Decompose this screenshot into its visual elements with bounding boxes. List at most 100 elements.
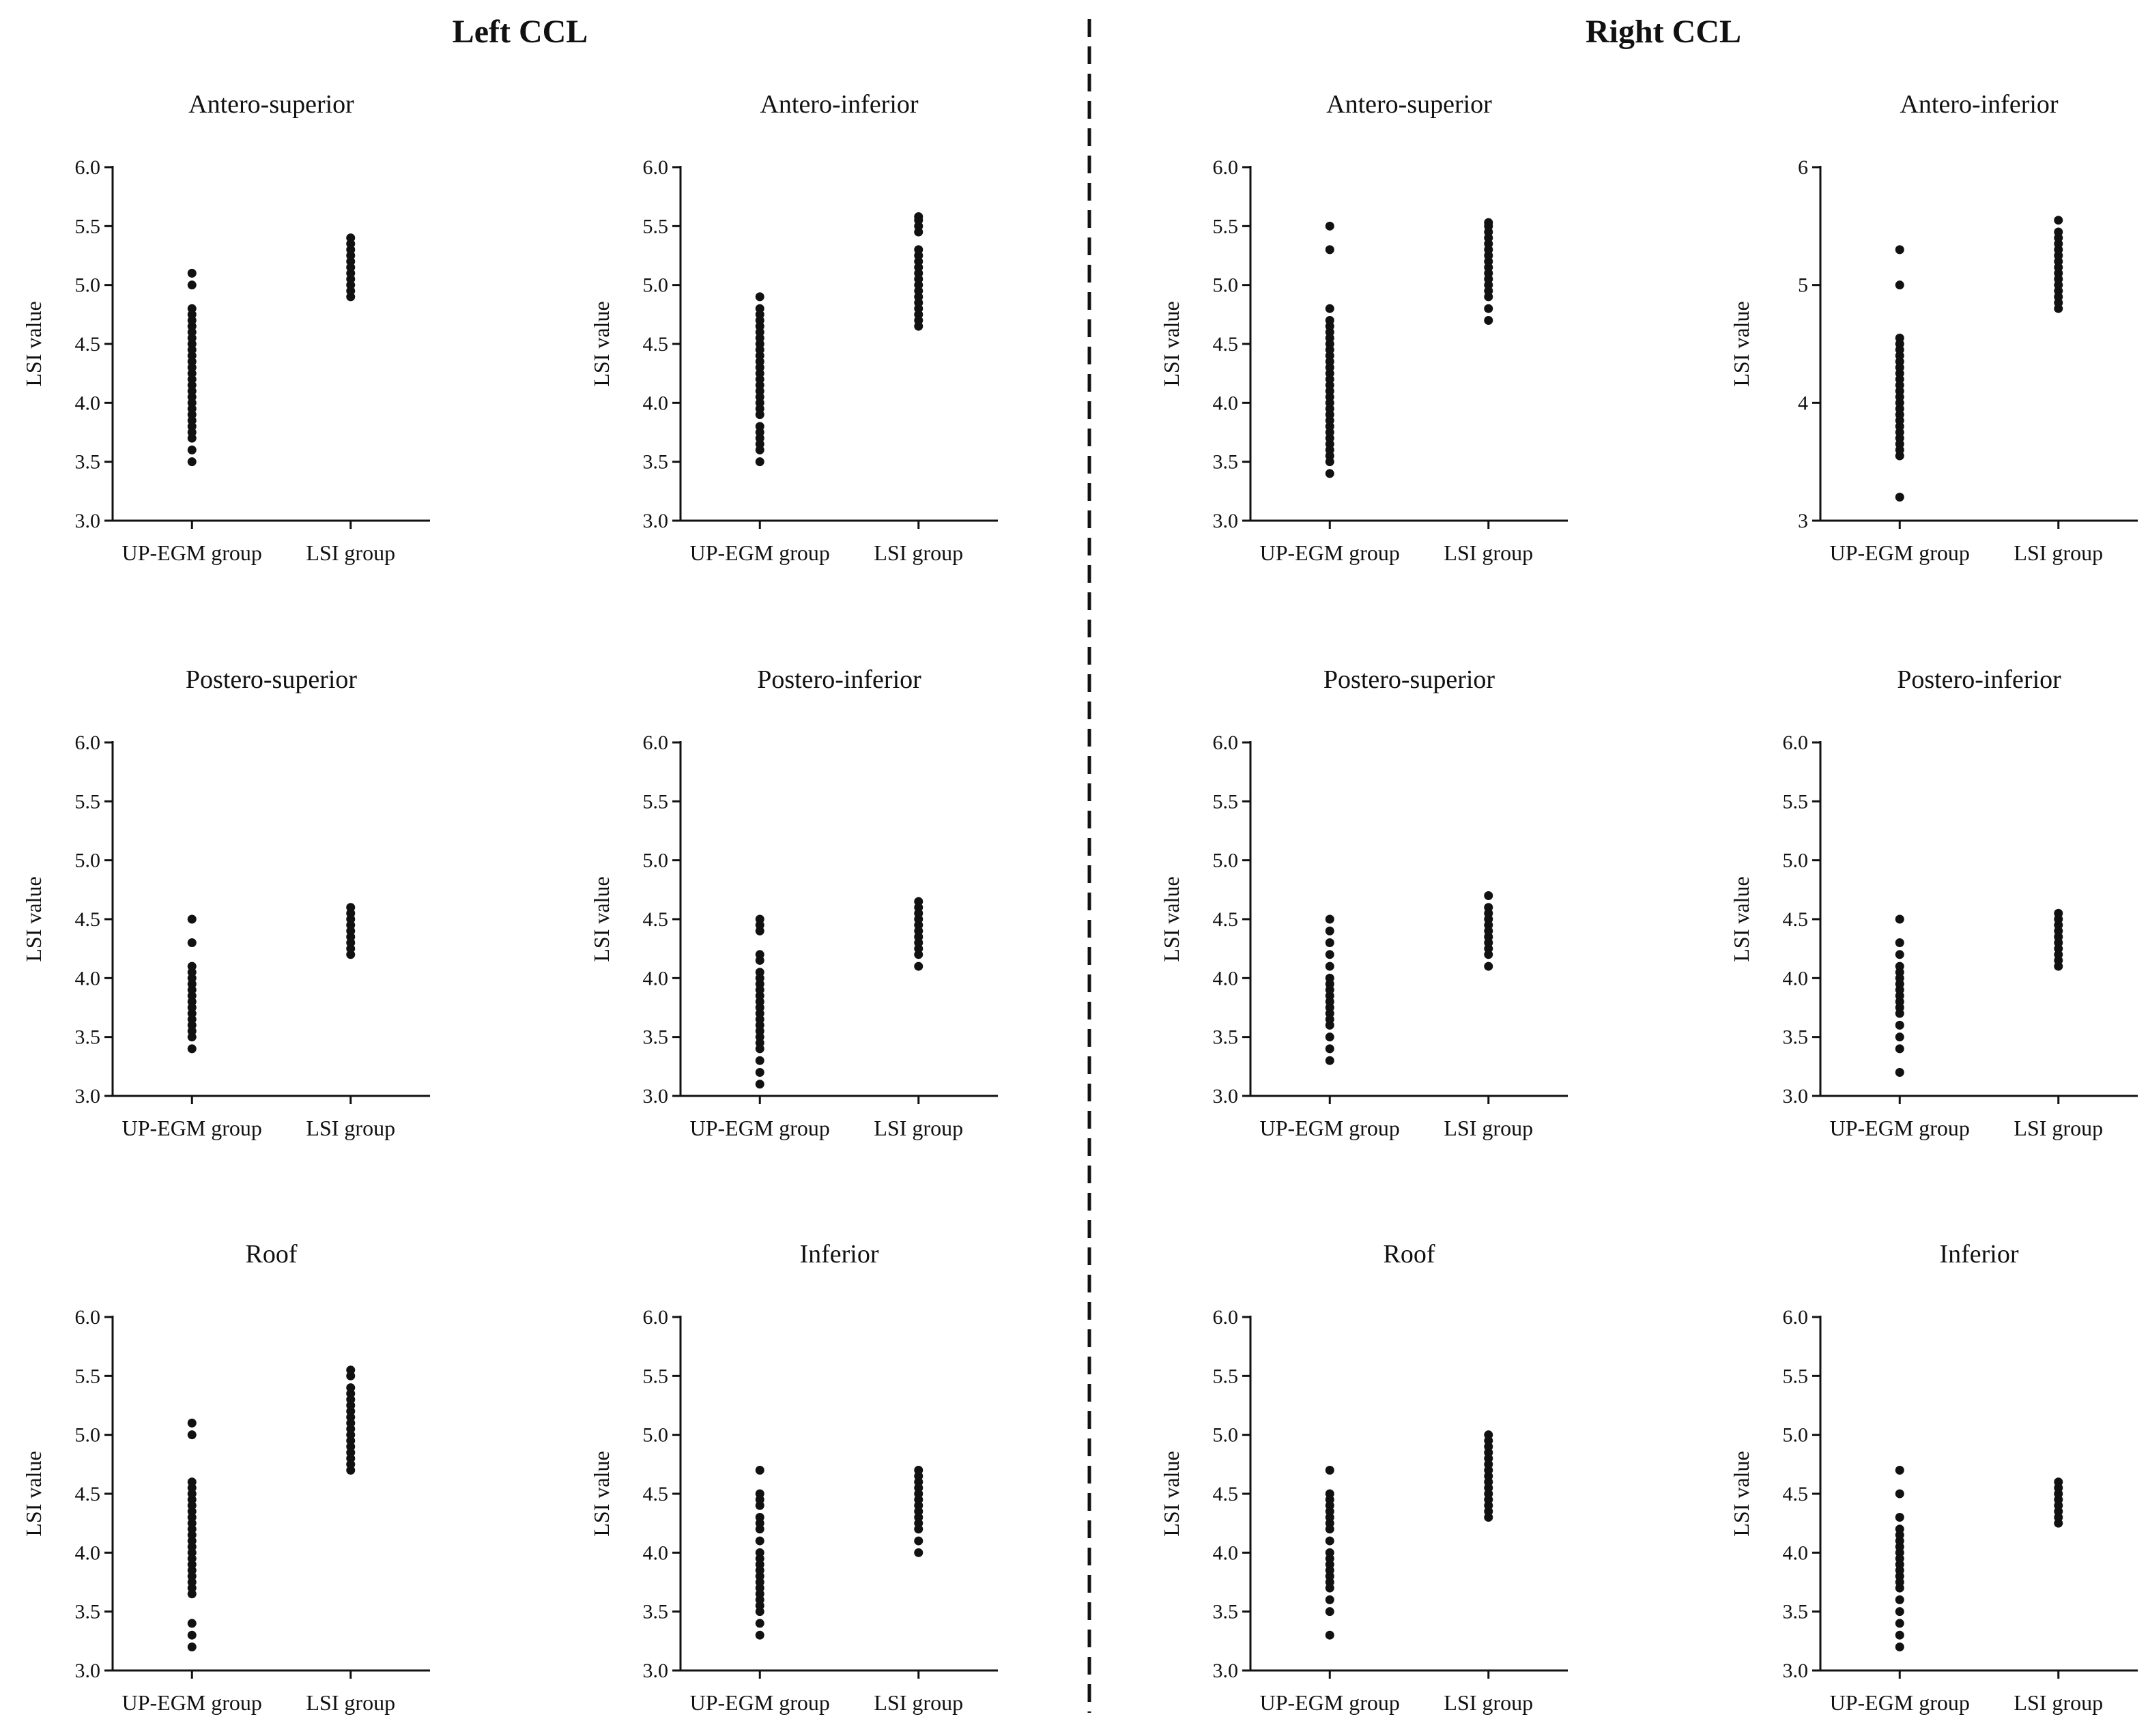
panel-left-ccl-antero-superior-up-egm-group-point [187, 280, 197, 290]
panel-left-ccl-postero-inferior-up-egm-group-point [755, 968, 764, 977]
panel-left-ccl-antero-inferior-y-tick-label: 4.5 [643, 333, 669, 356]
panel-left-ccl-postero-superior-y-tick-label: 6.0 [75, 732, 101, 754]
panel-left-ccl-postero-inferior-up-egm-group-point [755, 1056, 764, 1065]
panel-left-ccl-postero-inferior-y-tick-label: 5.0 [643, 850, 669, 872]
panel-right-ccl-roof-up-egm-group-point [1325, 1489, 1334, 1499]
panel-right-ccl-antero-superior-up-egm-group-point [1325, 315, 1334, 325]
panel-right-ccl-antero-superior-up-egm-group-point [1325, 304, 1334, 313]
panel-left-ccl-antero-superior-up-egm-group-point [187, 457, 197, 467]
panel-right-ccl-postero-inferior-up-egm-group-point [1895, 1020, 1904, 1030]
panel-right-ccl-postero-inferior-x-tick-label: UP-EGM group [1830, 1116, 1970, 1140]
panel-left-ccl-inferior-lsi-group-point [914, 1548, 923, 1557]
panel-right-ccl-roof-up-egm-group-point [1325, 1548, 1334, 1557]
panel-left-ccl-inferior-title: Inferior [799, 1240, 878, 1269]
panel-left-ccl-antero-inferior-y-tick-label: 4.0 [643, 392, 669, 414]
panel-right-ccl-inferior-up-egm-group-point [1895, 1642, 1904, 1651]
panel-right-ccl-antero-superior-y-tick-label: 4.5 [1213, 333, 1239, 356]
panel-right-ccl-inferior-x-tick-label: UP-EGM group [1830, 1690, 1970, 1715]
panel-right-ccl-antero-superior-y-tick-label: 5.0 [1213, 274, 1239, 297]
panel-right-ccl-roof-up-egm-group-point [1325, 1630, 1334, 1640]
panel-left-ccl-inferior-up-egm-group-point [755, 1548, 764, 1557]
panel-right-ccl-inferior-y-tick-label: 6.0 [1783, 1306, 1809, 1329]
panel-left-ccl-postero-inferior-x-tick-label: LSI group [874, 1116, 963, 1140]
panel-right-ccl-postero-superior-up-egm-group-point [1325, 961, 1334, 971]
panel-right-ccl-roof-up-egm-group-point [1325, 1536, 1334, 1546]
panel-right-ccl-antero-superior-title: Antero-superior [1326, 90, 1492, 119]
panel-left-ccl-antero-inferior-y-tick-label: 5.0 [643, 274, 669, 297]
panel-right-ccl-postero-superior-lsi-group-point [1484, 891, 1493, 900]
section-title-right: Right CCL [1586, 14, 1741, 50]
panel-right-ccl-inferior-y-tick-label: 5.5 [1783, 1365, 1809, 1387]
panel-right-ccl-postero-superior-y-axis-label: LSI value [1159, 876, 1184, 961]
panel-right-ccl-antero-superior-y-tick-label: 4.0 [1213, 392, 1239, 414]
panel-right-ccl-postero-superior-x-tick-label: LSI group [1444, 1116, 1533, 1140]
panel-right-ccl-postero-superior-y-tick-label: 5.5 [1213, 790, 1239, 813]
panel-left-ccl-antero-inferior: Antero-inferior 3.0 3.5 4.0 4.5 5.0 5.5 6.0 LSI … [589, 90, 998, 565]
panel-left-ccl-roof-y-tick-label: 5.0 [75, 1424, 101, 1447]
panel-right-ccl-antero-superior-lsi-group-point [1484, 304, 1493, 313]
panel-right-ccl-roof-y-tick-label: 4.5 [1213, 1483, 1239, 1505]
panel-right-ccl-roof-y-tick-label: 3.0 [1213, 1660, 1239, 1682]
panel-right-ccl-roof-up-egm-group-point [1325, 1465, 1334, 1475]
panel-right-ccl-antero-superior-y-tick-label: 3.0 [1213, 510, 1239, 532]
panel-right-ccl-postero-inferior-lsi-group-point [2054, 908, 2063, 918]
panel-left-ccl-postero-superior-y-axis-label: LSI value [21, 876, 46, 961]
panel-right-ccl-roof-y-tick-label: 5.5 [1213, 1365, 1239, 1387]
panel-left-ccl-roof-title: Roof [246, 1240, 298, 1269]
panel-left-ccl-roof: Roof 3.0 3.5 4.0 4.5 5.0 5.5 6.0 LSI value UP-EGM… [21, 1240, 430, 1715]
panel-right-ccl-roof-x-tick-label: UP-EGM group [1260, 1690, 1400, 1715]
panel-left-ccl-roof-up-egm-group-point [187, 1477, 197, 1487]
panel-left-ccl-antero-superior-up-egm-group-point [187, 304, 197, 313]
panel-left-ccl-postero-superior: Postero-superior 3.0 3.5 4.0 4.5 5.0 5.5 6.0 LSI… [21, 665, 430, 1140]
panel-left-ccl-roof-y-tick-label: 4.0 [75, 1542, 101, 1564]
panel-right-ccl-antero-inferior-title: Antero-inferior [1900, 90, 2058, 119]
panel-right-ccl-antero-inferior-x-tick-label: LSI group [2014, 540, 2103, 565]
panel-right-ccl-inferior-up-egm-group-point [1895, 1595, 1904, 1604]
panel-right-ccl-postero-inferior-up-egm-group-point [1895, 1044, 1904, 1054]
panel-left-ccl-roof-up-egm-group-point [187, 1430, 197, 1440]
panel-left-ccl-postero-inferior-x-tick-label: UP-EGM group [690, 1116, 830, 1140]
panel-left-ccl-postero-inferior-y-tick-label: 4.5 [643, 908, 669, 931]
panel-right-ccl-postero-inferior-y-tick-label: 6.0 [1783, 732, 1809, 754]
panel-left-ccl-roof-x-tick-label: LSI group [306, 1690, 395, 1715]
panel-left-ccl-roof-x-tick-label: UP-EGM group [122, 1690, 262, 1715]
panel-left-ccl-antero-superior: Antero-superior 3.0 3.5 4.0 4.5 5.0 5.5 6.0 LSI … [21, 90, 430, 565]
panel-right-ccl-postero-superior-up-egm-group-point [1325, 926, 1334, 936]
panel-left-ccl-antero-superior-x-tick-label: UP-EGM group [122, 540, 262, 565]
panel-right-ccl-inferior-up-egm-group-point [1895, 1489, 1904, 1499]
panel-left-ccl-antero-inferior-lsi-group-point [914, 212, 923, 222]
panel-left-ccl-antero-superior-y-tick-label: 4.0 [75, 392, 101, 414]
panel-right-ccl-inferior-y-tick-label: 5.0 [1783, 1424, 1809, 1447]
panel-left-ccl-postero-inferior-lsi-group-point [914, 897, 923, 906]
panel-right-ccl-antero-inferior-up-egm-group-point [1895, 280, 1904, 290]
panel-left-ccl-antero-inferior-up-egm-group-point [755, 304, 764, 313]
panel-left-ccl-antero-superior-y-tick-label: 3.0 [75, 510, 101, 532]
panel-right-ccl-roof-up-egm-group-point [1325, 1607, 1334, 1617]
panel-left-ccl-inferior-lsi-group-point [914, 1465, 923, 1475]
panel-right-ccl-postero-inferior: Postero-inferior 3.0 3.5 4.0 4.5 5.0 5.5 6.0 LSI… [1729, 665, 2138, 1140]
panel-right-ccl-antero-superior-x-tick-label: UP-EGM group [1260, 540, 1400, 565]
panel-right-ccl-roof-y-tick-label: 3.5 [1213, 1601, 1239, 1623]
panel-right-ccl-postero-superior-x-tick-label: UP-EGM group [1260, 1116, 1400, 1140]
panel-right-ccl-postero-superior-up-egm-group-point [1325, 914, 1334, 924]
panel-right-ccl-inferior-x-tick-label: LSI group [2014, 1690, 2103, 1715]
panel-right-ccl-roof-y-tick-label: 5.0 [1213, 1424, 1239, 1447]
panel-right-ccl-inferior-up-egm-group-point [1895, 1607, 1904, 1617]
panel-left-ccl-roof-y-axis-label: LSI value [21, 1451, 46, 1536]
panel-left-ccl-postero-superior-x-tick-label: UP-EGM group [122, 1116, 262, 1140]
panel-right-ccl-postero-superior-lsi-group-point [1484, 903, 1493, 912]
panel-left-ccl-inferior-up-egm-group-point [755, 1536, 764, 1546]
panel-right-ccl-postero-superior-up-egm-group-point [1325, 950, 1334, 959]
panel-right-ccl-postero-superior-lsi-group-point [1484, 961, 1493, 971]
panel-left-ccl-postero-inferior-y-tick-label: 3.0 [643, 1085, 669, 1108]
panel-right-ccl-postero-superior-up-egm-group-point [1325, 1056, 1334, 1065]
panel-left-ccl-postero-inferior-y-tick-label: 6.0 [643, 732, 669, 754]
panel-left-ccl-antero-superior-up-egm-group-point [187, 445, 197, 454]
panel-right-ccl-postero-inferior-x-tick-label: LSI group [2014, 1116, 2103, 1140]
panel-left-ccl-inferior-y-tick-label: 3.5 [643, 1601, 669, 1623]
panel-left-ccl-antero-superior-x-tick-label: LSI group [306, 540, 395, 565]
panel-right-ccl-antero-superior-up-egm-group-point [1325, 221, 1334, 231]
panel-left-ccl-antero-inferior-y-tick-label: 5.5 [643, 215, 669, 237]
panel-left-ccl-postero-inferior-y-axis-label: LSI value [589, 876, 614, 961]
